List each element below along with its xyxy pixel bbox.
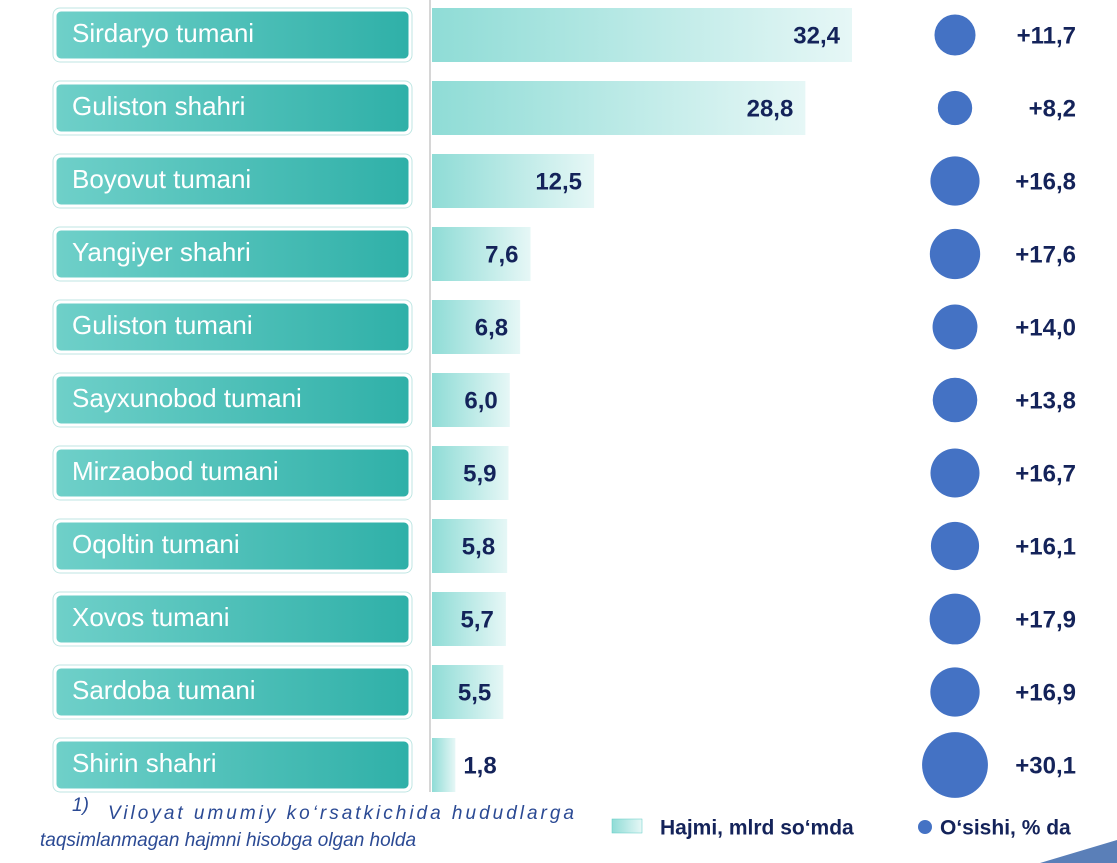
- category-box-outline: [52, 591, 413, 647]
- category-label: Sardoba tumani: [72, 675, 256, 705]
- category-label: Sayxunobod tumani: [72, 383, 302, 413]
- category-label: Sirdaryo tumani: [72, 18, 254, 48]
- bubble-value-label: +11,7: [1017, 22, 1076, 49]
- bubble-value-label: +13,8: [1015, 387, 1076, 414]
- category-box-outline: [52, 664, 413, 720]
- category-box-outline: [52, 372, 413, 428]
- category-label: Oqoltin tumani: [72, 529, 240, 559]
- category-box: [53, 154, 412, 208]
- bubble: [929, 593, 981, 645]
- footnote-marker: 1): [72, 795, 89, 816]
- category-box: [53, 227, 412, 281]
- bar: [432, 738, 456, 792]
- bubble: [934, 14, 976, 56]
- category-box: [53, 300, 412, 354]
- bar: [432, 227, 531, 281]
- category-box-outline: [52, 445, 413, 501]
- category-box: [53, 446, 412, 500]
- category-label: Boyovut tumani: [72, 164, 251, 194]
- legend-swatch: [611, 818, 643, 834]
- bar-value-label: 6,8: [475, 314, 508, 341]
- category-box-outline: [52, 153, 413, 209]
- bubble-value-label: +16,7: [1015, 460, 1076, 487]
- category-box-outline: [52, 80, 413, 136]
- category-box-outline: [52, 226, 413, 282]
- category-box-outline: [52, 518, 413, 574]
- bar: [432, 154, 595, 208]
- bubble: [929, 228, 981, 280]
- bubble-value-label: +17,6: [1015, 241, 1076, 268]
- bar: [432, 300, 521, 354]
- bubble: [922, 732, 988, 798]
- bubble-value-label: +14,0: [1015, 314, 1076, 341]
- bubble-value-label: +16,9: [1015, 679, 1076, 706]
- category-box: [53, 519, 412, 573]
- bar: [432, 665, 504, 719]
- category-box: [53, 81, 412, 135]
- bar: [432, 81, 806, 135]
- bubble: [932, 304, 978, 350]
- category-label: Xovos tumani: [72, 602, 230, 632]
- category-box: [53, 665, 412, 719]
- bubble: [930, 667, 980, 717]
- category-label: Guliston tumani: [72, 310, 253, 340]
- bubble-value-label: +16,8: [1015, 168, 1076, 195]
- legend-label: Hajmi, mlrd so‘mda: [660, 817, 854, 840]
- bar-value-label: 5,8: [462, 533, 495, 560]
- bar: [432, 446, 509, 500]
- bar-value-label: 7,6: [485, 241, 518, 268]
- category-label: Guliston shahri: [72, 91, 245, 121]
- bubble: [930, 521, 980, 571]
- bubble-value-label: +16,1: [1015, 533, 1076, 560]
- bubble: [937, 90, 973, 126]
- category-box: [53, 373, 412, 427]
- category-label: Shirin shahri: [72, 748, 217, 778]
- category-label: Yangiyer shahri: [72, 237, 251, 267]
- bar-value-label: 6,0: [464, 387, 497, 414]
- bubble-value-label: +17,9: [1015, 606, 1076, 633]
- bar-value-label: 12,5: [535, 168, 582, 195]
- bar-value-label: 5,7: [461, 606, 494, 633]
- bar: [432, 592, 506, 646]
- bar-value-label: 32,4: [793, 22, 840, 49]
- bar-value-label: 5,5: [458, 679, 491, 706]
- category-box-outline: [52, 737, 413, 793]
- bar: [432, 373, 510, 427]
- footnote-text: taqsimlanmagan hajmni hisobga olgan hold…: [40, 830, 416, 851]
- legend-label: O‘sishi, % da: [940, 817, 1071, 840]
- bubble-value-label: +8,2: [1029, 95, 1076, 122]
- legend-swatch: [918, 820, 932, 834]
- corner-decoration: [1040, 840, 1117, 863]
- bar-value-label: 28,8: [747, 95, 794, 122]
- category-box: [53, 592, 412, 646]
- footnote-text: Viloyat umumiy ko‘rsatkichida hududlarga: [108, 803, 574, 824]
- category-box: [53, 738, 412, 792]
- bar: [432, 8, 852, 62]
- category-label: Mirzaobod tumani: [72, 456, 279, 486]
- category-box-outline: [52, 299, 413, 355]
- bar: [432, 519, 508, 573]
- category-box: [53, 8, 412, 62]
- bar-value-label: 5,9: [463, 460, 496, 487]
- bubble: [930, 156, 980, 206]
- bubble-value-label: +30,1: [1015, 752, 1076, 779]
- bar-value-label: 1,8: [463, 752, 496, 779]
- bubble: [930, 448, 980, 498]
- category-box-outline: [52, 7, 413, 63]
- bubble: [932, 377, 978, 423]
